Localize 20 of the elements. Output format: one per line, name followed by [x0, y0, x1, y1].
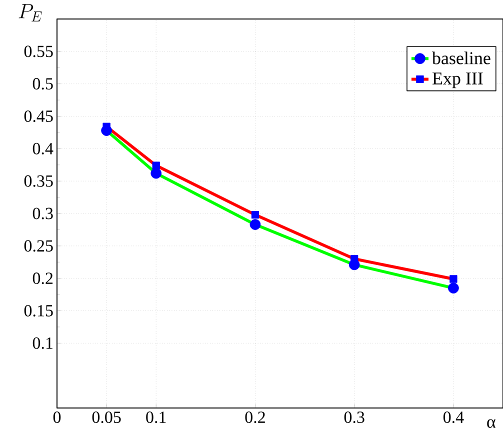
y-tick-label: 0.4: [32, 142, 54, 154]
x-tick-label: 0.05: [92, 412, 121, 424]
y-tick-label: 0.45: [24, 110, 53, 122]
y-tick-label: 0.1: [32, 337, 52, 349]
y-tick-label: 0.25: [24, 240, 53, 252]
legend-label: baseline: [432, 52, 490, 64]
legend-label: Exp III: [432, 72, 483, 88]
y-tick-label: 0.5: [32, 78, 53, 90]
y-tick-label: 0.2: [32, 272, 53, 284]
x-tick-label: 0: [53, 412, 61, 423]
x-tick-label: 0.3: [344, 412, 364, 424]
y-tick-label: 0.35: [24, 175, 53, 187]
x-tick-label: 0.1: [146, 412, 166, 424]
y-axis-title: $P_E$: [18, 4, 42, 22]
x-axis-title: α: [487, 419, 496, 428]
y-tick-label: 0.3: [32, 208, 53, 220]
y-tick-label: 0.15: [24, 304, 53, 317]
x-tick-label: 0.2: [245, 412, 265, 424]
x-tick-label: 0.4: [443, 412, 464, 424]
y-tick-label: 0.55: [24, 46, 53, 58]
